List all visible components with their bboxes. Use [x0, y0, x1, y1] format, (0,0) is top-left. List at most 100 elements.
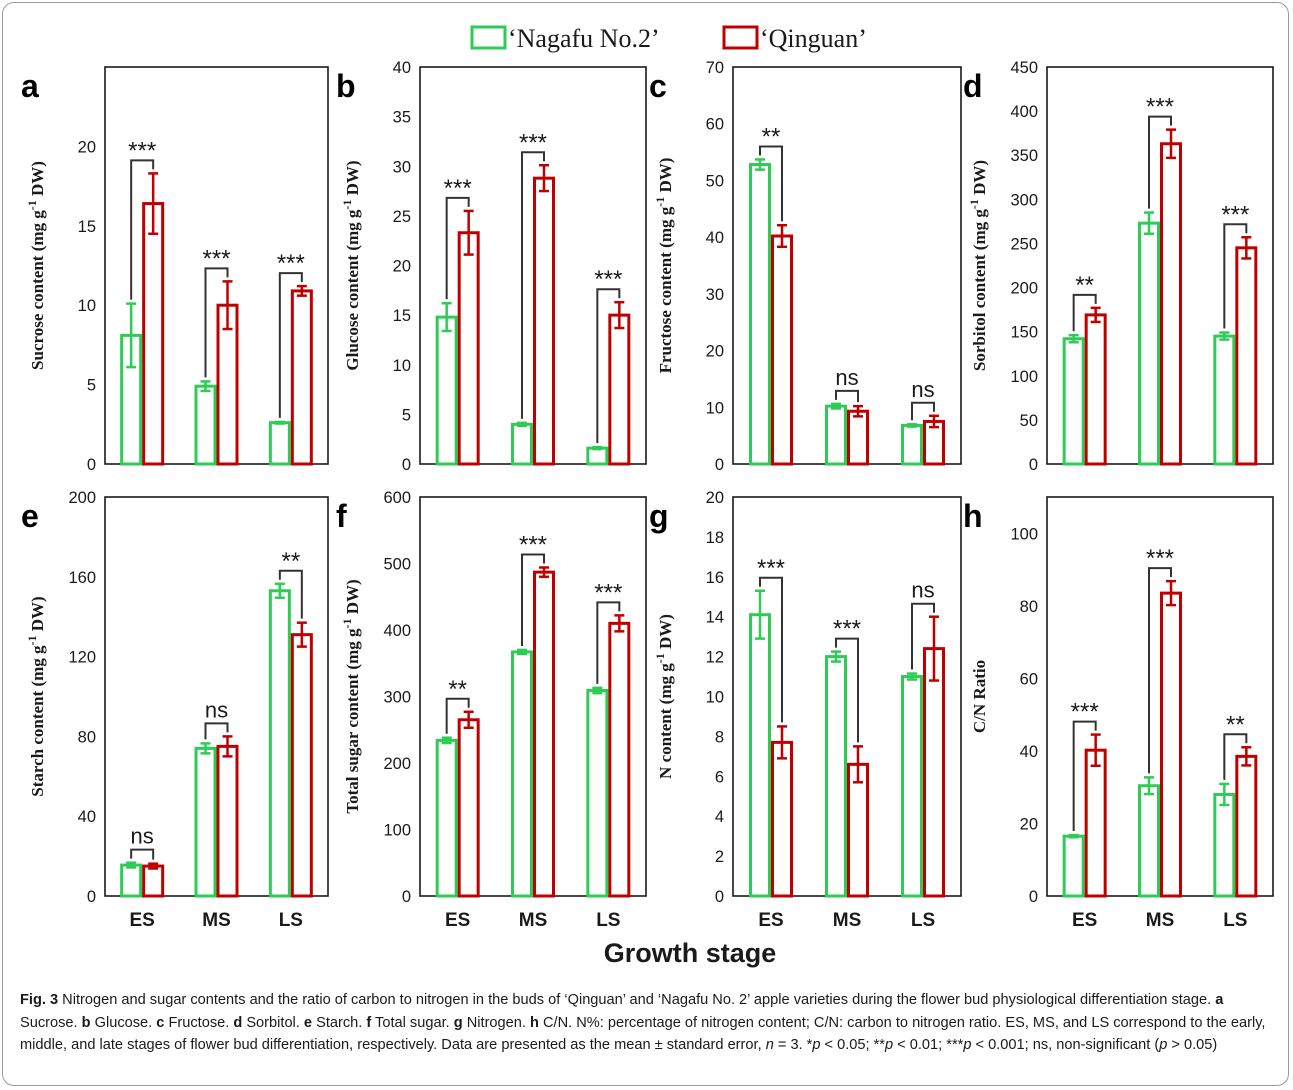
y-tick-label: 20: [706, 343, 724, 361]
y-tick-label: 18: [706, 529, 724, 547]
bar: [457, 231, 480, 466]
caption-panel-text: Sorbitol.: [242, 1014, 304, 1031]
bar: [435, 738, 458, 898]
significance-bracket: [911, 602, 935, 670]
y-tick-label: 0: [715, 888, 724, 906]
significance-label: ***: [444, 175, 472, 202]
panel-a: a 0 5 10 15 20 Sucrose content (mg g-1 DW) *** *…: [21, 66, 329, 474]
y-tick-label: 20: [1020, 815, 1038, 833]
y-tick-label: 300: [383, 689, 411, 707]
bar: [1235, 246, 1258, 466]
bar: [1062, 834, 1085, 898]
significance-bracket: [759, 576, 783, 723]
significance-bracket: [759, 145, 783, 222]
panel-c: c 0 10 20 30 40 50 60 70 Fructose content (mg g-1…: [649, 59, 962, 474]
panel-letter: a: [21, 68, 39, 104]
significance-label: ***: [594, 266, 622, 293]
caption-panel-text: Nitrogen.: [462, 1014, 530, 1031]
significance-bracket: [278, 272, 303, 418]
caption-p3: p: [963, 1037, 972, 1053]
bar: [1160, 591, 1182, 898]
y-tick-label: 0: [1029, 456, 1038, 474]
y-tick-label: 6: [715, 768, 724, 786]
significance-label: ***: [833, 616, 861, 643]
y-tick-label: 200: [1010, 280, 1038, 298]
y-tick-label: 200: [383, 755, 411, 773]
legend-label: ‘Nagafu No.2’: [508, 24, 660, 53]
bar: [923, 647, 945, 898]
bar: [435, 315, 458, 466]
panel-letter: f: [336, 498, 347, 534]
bar: [533, 176, 555, 466]
bar: [847, 762, 869, 898]
bar: [511, 422, 533, 466]
y-tick-label: 100: [383, 822, 411, 840]
significance-label: ***: [1221, 201, 1249, 228]
panel-e: e 0 40 80 120 160 200 Starch content (mg g-1 DW…: [21, 489, 329, 931]
bar: [1213, 334, 1236, 466]
bar: [771, 234, 793, 466]
caption-rest: N%: percentage of nitrogen content; C/N:…: [20, 1014, 1266, 1054]
bar: [268, 421, 291, 466]
caption-n-variable: n: [765, 1037, 774, 1053]
bar: [1160, 142, 1182, 466]
significance-bracket: [1223, 733, 1248, 780]
significance-bracket: [1148, 115, 1172, 209]
y-tick-label: 450: [1010, 59, 1038, 77]
panel-letter: c: [649, 68, 667, 104]
y-tick-label: 2: [715, 848, 724, 866]
legend: ‘Nagafu No.2’ ‘Qinguan’: [470, 24, 867, 53]
figure-caption: Fig. 3 Nitrogen and sugar contents and t…: [20, 989, 1275, 1057]
y-tick-label: 25: [393, 208, 411, 226]
significance-label: **: [1226, 711, 1245, 738]
bar: [1084, 748, 1107, 898]
y-tick-label: 30: [393, 158, 411, 176]
y-axis-label: Sucrose content (mg g-1 DW): [25, 161, 47, 370]
significance-label: ***: [519, 531, 547, 558]
caption-n-value: = 3. *: [773, 1037, 813, 1053]
significance-bracket: [521, 553, 545, 646]
y-tick-label: 5: [402, 406, 411, 424]
bar: [825, 404, 847, 466]
y-tick-label: 15: [393, 307, 411, 325]
y-tick-label: 20: [706, 489, 724, 507]
significance-label: ns: [131, 824, 154, 849]
y-axis-label: Starch content (mg g-1 DW): [25, 596, 47, 796]
significance-bracket: [596, 288, 621, 444]
figure-chart-grid: ‘Nagafu No.2’ ‘Qinguan’ a05101520Sucrose …: [21, 24, 1274, 968]
y-tick-label: 0: [87, 888, 96, 906]
panel-letter: g: [649, 498, 669, 534]
y-tick-label: 120: [68, 649, 96, 667]
shared-x-axis-label: Growth stage: [604, 938, 777, 968]
panel-d: d 0 50 100 150 200 250 300 350 400 450 Sorbitol con…: [963, 59, 1274, 474]
caption-panel-letter: d: [233, 1014, 243, 1031]
y-tick-label: 70: [706, 59, 724, 77]
bar: [216, 744, 239, 898]
significance-bracket: [911, 401, 935, 421]
bar: [533, 570, 555, 898]
y-tick-label: 80: [78, 728, 96, 746]
caption-panel-text: Total sugar.: [371, 1014, 454, 1031]
significance-bracket: [835, 637, 859, 743]
y-tick-label: 12: [706, 649, 724, 667]
bar: [825, 655, 847, 898]
significance-label: ns: [911, 377, 934, 402]
bar: [901, 675, 923, 898]
x-tick-label: MS: [202, 910, 231, 931]
y-tick-label: 15: [78, 218, 96, 236]
significance-label: ***: [277, 250, 305, 277]
panel-h: h 0 20 40 60 80 100 C/N Ratio *** ES *** MS ** LS: [963, 496, 1274, 931]
y-tick-label: 80: [1020, 598, 1038, 616]
significance-bracket: [130, 159, 155, 300]
caption-panel-letter: e: [303, 1014, 313, 1031]
y-tick-label: 20: [393, 258, 411, 276]
y-tick-label: 400: [383, 622, 411, 640]
bar: [771, 740, 793, 898]
y-tick-label: 40: [706, 229, 724, 247]
legend-swatch: [722, 25, 759, 50]
bar: [586, 446, 609, 466]
significance-label: ***: [757, 555, 785, 582]
y-axis-label: N content (mg g-1 DW): [653, 614, 675, 779]
y-tick-label: 100: [1010, 368, 1038, 386]
bar: [290, 633, 313, 898]
